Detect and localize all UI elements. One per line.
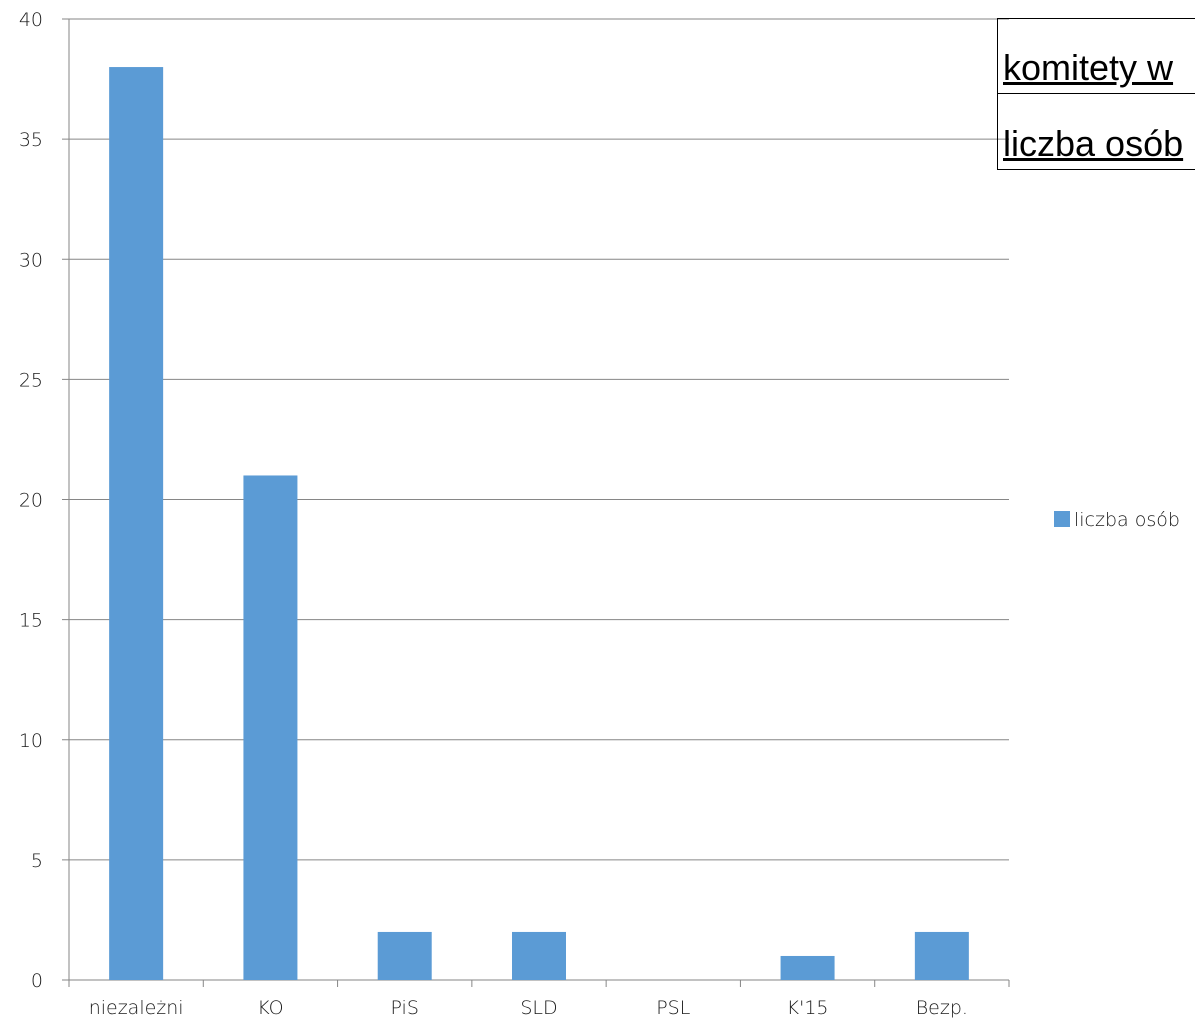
axes (62, 18, 1010, 987)
y-tick-label: 15 (19, 610, 43, 632)
x-tick-label: KO (257, 997, 283, 1019)
y-tick-label: 30 (19, 249, 43, 271)
x-axis-tick-labels: niezależni KO PiS SLD PSL K'15 Bezp. (89, 997, 968, 1019)
x-tick-label: K'15 (787, 997, 829, 1019)
header-cell-committees: komitety w (998, 19, 1195, 94)
header-table: komitety w liczba osób (997, 18, 1195, 170)
y-tick-label: 25 (19, 369, 43, 391)
y-tick-label: 20 (19, 490, 43, 512)
bars (109, 67, 969, 981)
bar (780, 955, 835, 980)
y-axis-tick-labels: 0 5 10 15 20 25 30 35 40 (19, 9, 43, 992)
y-tick-label: 10 (19, 730, 43, 752)
bar (512, 931, 566, 980)
y-tick-label: 0 (31, 970, 43, 992)
x-tick-label: Bezp. (916, 997, 968, 1019)
bar (243, 475, 298, 980)
legend: liczba osób (1054, 509, 1180, 531)
x-tick-label: PiS (391, 997, 419, 1019)
y-tick-label: 40 (19, 9, 43, 31)
gridlines (69, 18, 1009, 861)
y-tick-label: 5 (31, 850, 43, 872)
bar (109, 67, 164, 981)
x-tick-label: niezależni (89, 997, 184, 1019)
bar (377, 931, 432, 980)
x-tick-label: PSL (656, 997, 690, 1019)
y-tick-label: 35 (19, 129, 43, 151)
legend-swatch (1054, 511, 1070, 527)
x-tick-label: SLD (520, 997, 557, 1019)
legend-label: liczba osób (1074, 509, 1180, 531)
bar (914, 931, 969, 980)
header-cell-count: liczba osób (1003, 123, 1184, 164)
